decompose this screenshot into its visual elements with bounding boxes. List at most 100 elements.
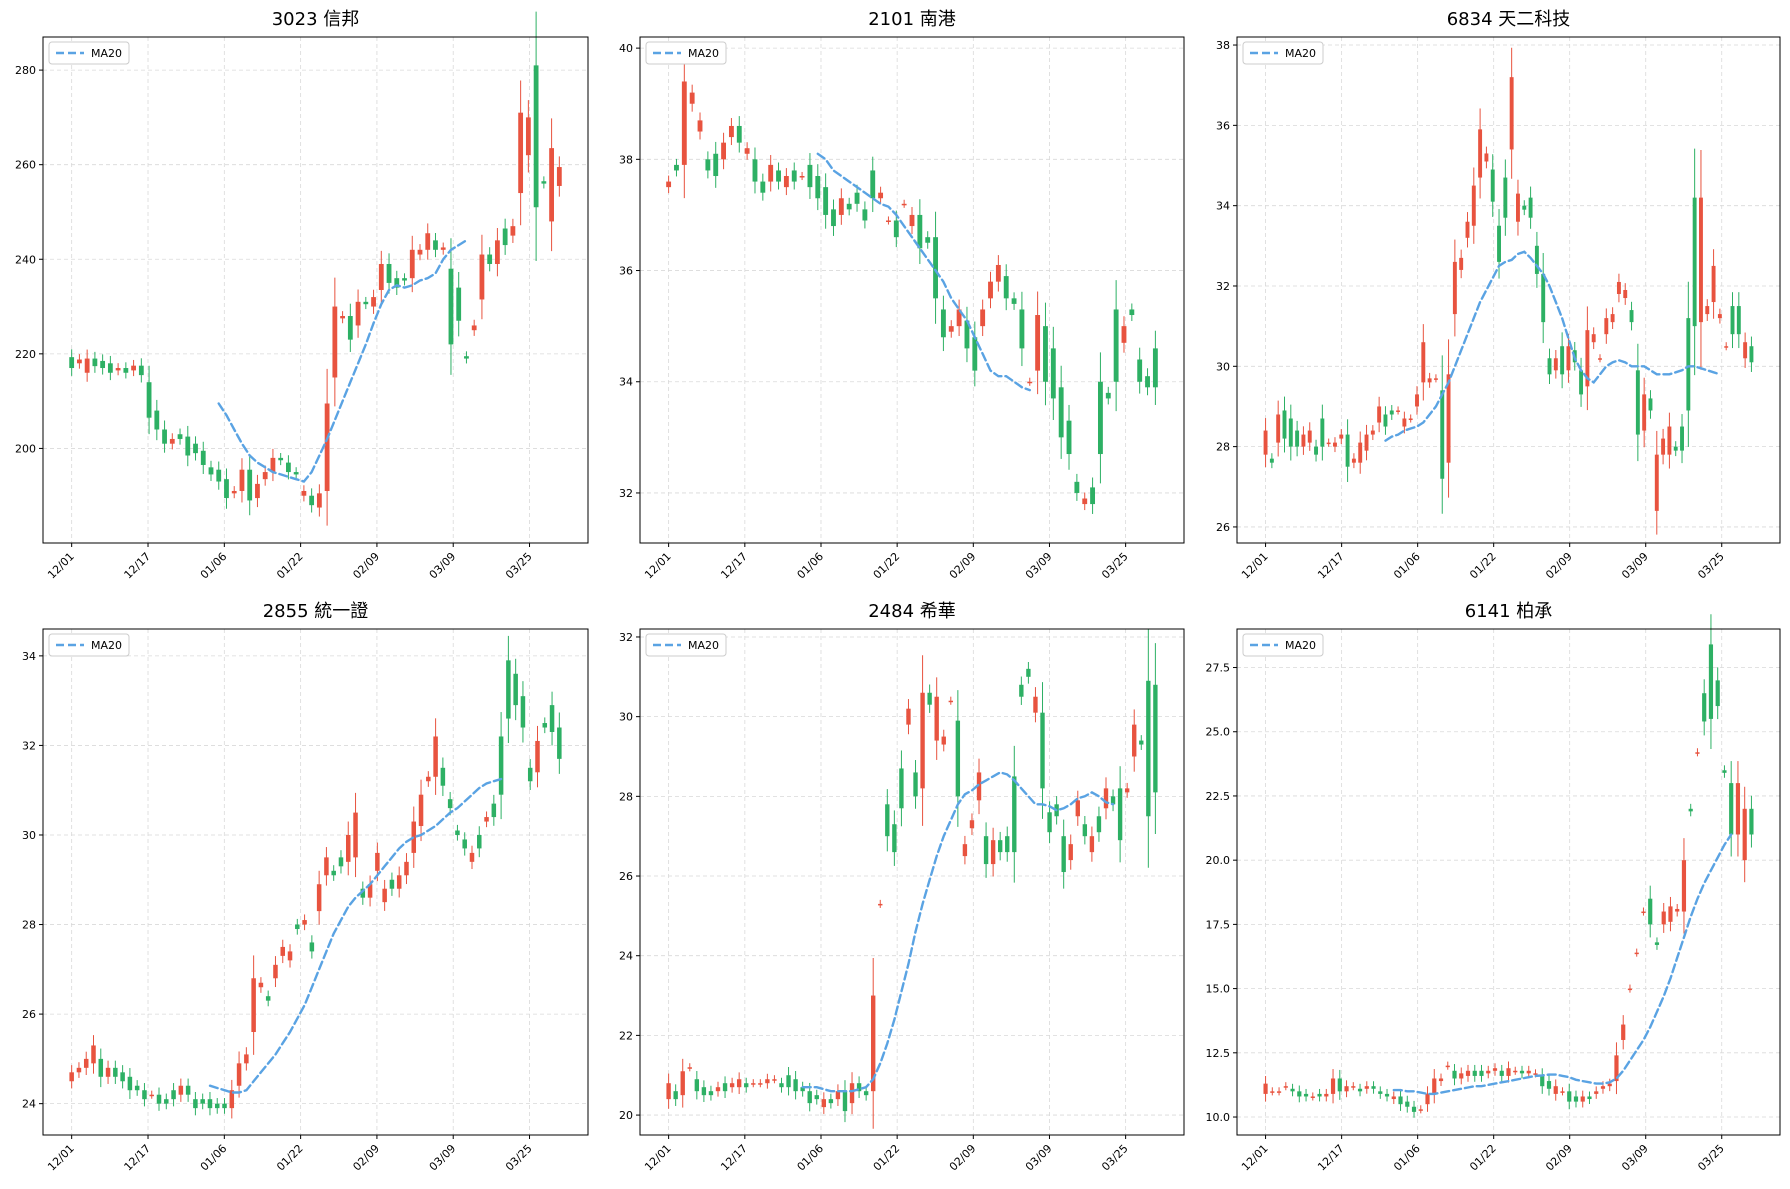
candle-body: [786, 1075, 791, 1088]
candle-body: [758, 1083, 763, 1085]
plot-frame: [42, 628, 589, 1136]
candle-body: [722, 1083, 728, 1092]
candle-body: [418, 794, 424, 827]
x-tick-label: 12/01: [1239, 550, 1271, 582]
candle-body: [927, 692, 932, 705]
candle-body: [1497, 225, 1501, 262]
candle-body: [1634, 952, 1639, 955]
candle-body: [752, 159, 758, 182]
plot-area: [43, 37, 588, 543]
plot-frame: [639, 628, 1185, 1136]
candle-body: [1384, 1093, 1390, 1097]
legend-box: [645, 633, 727, 657]
candle-body: [120, 1072, 125, 1082]
candle-body: [295, 924, 300, 930]
candle-body: [331, 870, 336, 876]
y-tick-label: 36: [1216, 119, 1230, 132]
candle-body: [821, 1099, 827, 1108]
candle-body: [1011, 298, 1017, 304]
candle-body: [1598, 358, 1602, 360]
candle-body: [355, 301, 361, 326]
candle-body: [886, 220, 891, 222]
candle-body: [417, 249, 423, 255]
candle-body: [287, 951, 293, 961]
candle-body: [1276, 414, 1281, 443]
candle-body: [1486, 1070, 1491, 1074]
y-tick-label: 24: [619, 950, 633, 963]
candle-body: [1546, 1081, 1552, 1089]
candle-body: [760, 181, 766, 193]
candle-body: [1351, 458, 1356, 463]
x-tick-label: 03/09: [1619, 1142, 1651, 1174]
candle-body: [871, 995, 876, 1092]
candle-body: [1614, 1055, 1619, 1082]
legend-label: MA20: [91, 639, 122, 652]
y-tick-label: 32: [619, 487, 633, 500]
y-tick-label: 34: [1216, 200, 1230, 213]
candle-body: [542, 723, 548, 728]
candle-body: [541, 181, 547, 184]
candle-body: [115, 368, 121, 371]
candle-body: [988, 281, 993, 299]
candle-body: [713, 153, 719, 177]
chart-title: 2101 南港: [868, 9, 956, 30]
candle-body: [1465, 1070, 1471, 1076]
candle-body: [906, 708, 911, 725]
chart-title: 6834 天二科技: [1447, 9, 1571, 30]
candle-body: [1061, 836, 1066, 873]
candle-body: [1654, 454, 1659, 511]
candle-body: [1459, 257, 1464, 270]
legend-box: [48, 633, 130, 657]
candle-body: [800, 1087, 805, 1092]
candle-body: [783, 176, 789, 188]
candle-body: [1607, 1083, 1612, 1087]
candle-body: [1673, 446, 1678, 451]
candle-body: [1547, 358, 1552, 375]
y-tick-label: 30: [619, 711, 633, 724]
candle-body: [1730, 306, 1735, 335]
x-tick-label: 03/09: [1619, 550, 1651, 582]
candle-body: [1427, 378, 1432, 383]
x-tick-label: 02/09: [947, 1142, 979, 1174]
candle-body: [909, 214, 915, 227]
candle-body: [1411, 1106, 1417, 1112]
candle-body: [925, 237, 931, 243]
y-tick-label: 15.0: [1206, 983, 1231, 996]
candle-body: [1344, 1086, 1349, 1092]
candle-body: [154, 410, 160, 430]
candle-body: [1019, 684, 1024, 697]
x-tick-label: 03/25: [1099, 550, 1131, 582]
candle-body: [983, 836, 989, 865]
candle-body: [1074, 481, 1080, 493]
candle-body: [273, 964, 278, 979]
candle-body: [1082, 824, 1088, 837]
candle-body: [768, 164, 774, 182]
candle-body: [1668, 906, 1673, 922]
candle-body: [1297, 1091, 1302, 1097]
candle-body: [200, 1099, 205, 1104]
candle-body: [1610, 314, 1615, 323]
candle-body: [1117, 788, 1123, 841]
candle-body: [105, 1067, 111, 1077]
candle-body: [309, 495, 315, 506]
x-tick-label: 12/01: [45, 550, 77, 582]
candle-body: [1103, 788, 1109, 809]
candle-body: [363, 301, 369, 305]
candle-body: [964, 320, 970, 349]
candle-body: [513, 673, 518, 706]
candle-body: [1089, 836, 1095, 853]
x-tick-label: 03/09: [427, 550, 459, 582]
plot-frame: [1236, 36, 1781, 544]
candle-body: [1096, 816, 1102, 833]
candle-body: [1389, 410, 1394, 415]
legend-box: [645, 41, 727, 65]
candle-body: [280, 946, 286, 956]
candle-body: [1688, 808, 1693, 812]
candle-body: [1526, 1070, 1531, 1074]
candle-body: [1722, 770, 1727, 773]
candle-body: [185, 1085, 191, 1095]
y-tick-label: 26: [619, 870, 633, 883]
candle-body: [455, 830, 460, 835]
candle-body: [1587, 1096, 1592, 1100]
x-tick-label: 03/25: [1099, 1142, 1131, 1174]
